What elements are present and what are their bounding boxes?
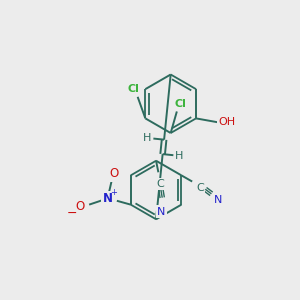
Text: O: O [109,167,119,180]
Text: +: + [110,188,117,197]
Text: C: C [196,184,204,194]
Text: H: H [143,133,152,143]
Text: N: N [103,192,112,205]
Text: N: N [213,195,222,205]
Text: H: H [175,151,184,161]
Text: Cl: Cl [175,99,187,109]
Text: Cl: Cl [128,84,140,94]
Text: N: N [157,207,166,217]
Text: OH: OH [218,117,236,127]
Text: O: O [75,200,85,213]
Text: C: C [156,179,164,189]
Text: −: − [67,207,77,220]
